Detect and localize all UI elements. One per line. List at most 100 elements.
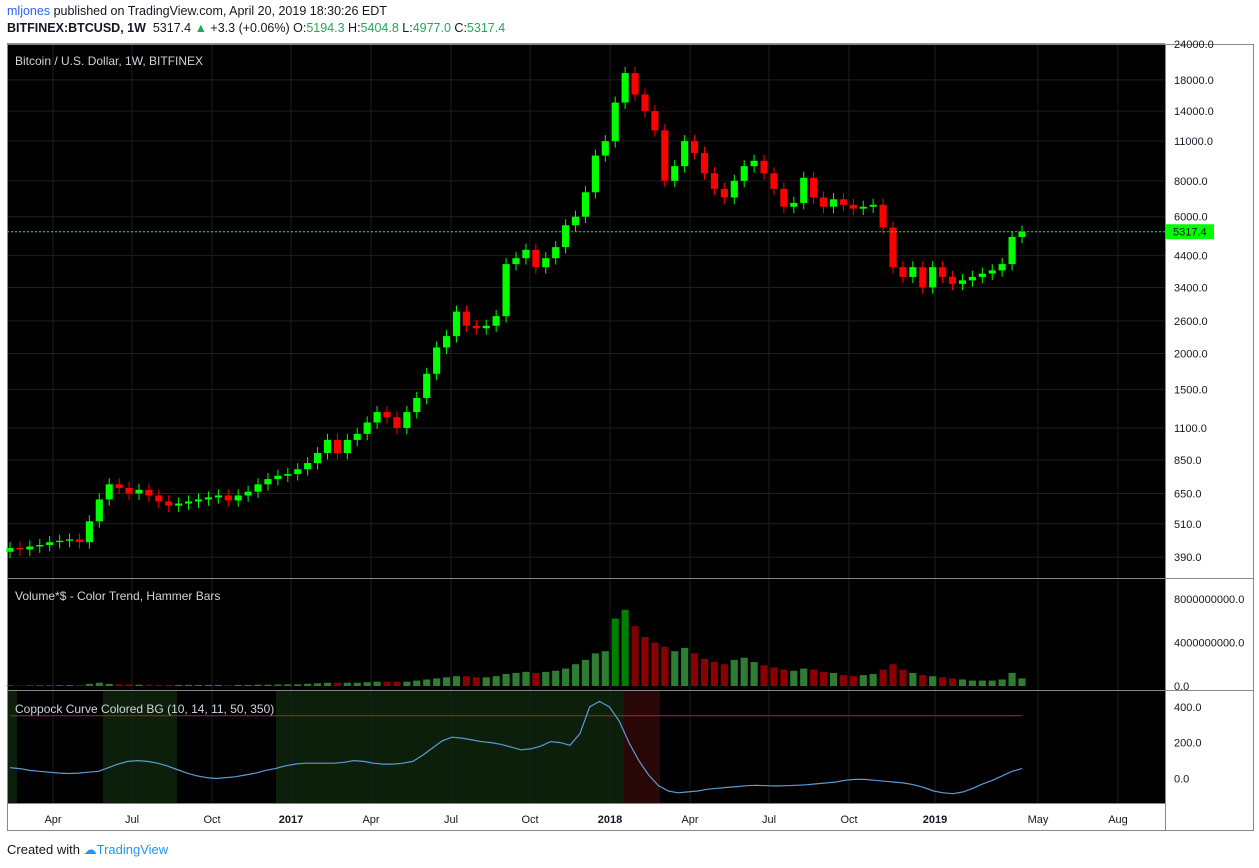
price-pane[interactable] bbox=[7, 44, 1165, 578]
candle bbox=[413, 397, 421, 413]
candle bbox=[423, 373, 431, 398]
volume-bar bbox=[254, 684, 262, 686]
candle bbox=[234, 495, 242, 501]
volume-bar bbox=[284, 684, 292, 686]
price-axis-ticks[interactable]: 24000.0 18000.0 14000.0 11000.0 8000.0 6000.0… bbox=[1174, 39, 1214, 564]
volume-bar bbox=[542, 671, 550, 686]
time-tick-label: Oct bbox=[840, 814, 857, 826]
volume-bar bbox=[889, 664, 897, 686]
volume-bar bbox=[442, 677, 451, 686]
candle bbox=[16, 547, 24, 550]
author-link[interactable]: mljones bbox=[7, 4, 51, 18]
volume-bar bbox=[383, 681, 391, 686]
candle bbox=[879, 204, 887, 228]
volume-bar bbox=[800, 668, 808, 686]
volume-bar bbox=[562, 668, 570, 686]
time-axis-ticks[interactable]: Apr Jul Oct 2017 Apr Jul Oct 2018 Apr Jul Oct 2019 M… bbox=[44, 814, 1127, 826]
volume-bar bbox=[720, 664, 728, 686]
volume-bar bbox=[532, 672, 540, 686]
coppock-background-shading bbox=[7, 691, 660, 803]
coppock-tick-label: 0.0 bbox=[1174, 773, 1189, 785]
volume-bar bbox=[433, 678, 441, 686]
volume-bar bbox=[343, 682, 351, 686]
candle bbox=[393, 417, 401, 429]
candle bbox=[1008, 236, 1016, 265]
candle bbox=[56, 540, 64, 543]
price-tick-label: 2600.0 bbox=[1174, 316, 1208, 328]
candle bbox=[939, 267, 947, 277]
candle bbox=[294, 469, 302, 475]
candle bbox=[581, 192, 590, 217]
candle bbox=[333, 439, 341, 454]
candle bbox=[571, 216, 580, 226]
coppock-axis-ticks[interactable]: 400.0 200.0 0.0 bbox=[1174, 702, 1202, 786]
candle bbox=[254, 484, 262, 492]
candles bbox=[6, 67, 1026, 559]
coppock-series bbox=[9, 700, 1023, 795]
volume-bar bbox=[730, 659, 738, 686]
tradingview-link[interactable]: TradingView bbox=[96, 842, 169, 857]
candle bbox=[552, 247, 560, 259]
candle bbox=[165, 501, 173, 506]
candle bbox=[671, 166, 679, 181]
volume-bar bbox=[75, 685, 84, 686]
close-value: 5317.4 bbox=[466, 21, 506, 35]
footer: Created with ☁TradingView bbox=[7, 842, 168, 858]
volume-bar bbox=[869, 674, 877, 686]
candle bbox=[849, 204, 857, 209]
candle bbox=[998, 264, 1006, 271]
candle bbox=[304, 463, 312, 470]
price-tick-label: 6000.0 bbox=[1174, 212, 1208, 224]
volume-bar bbox=[393, 681, 401, 686]
open-label: O: bbox=[293, 21, 307, 35]
time-tick-label: Aug bbox=[1108, 814, 1128, 826]
volume-bar bbox=[403, 681, 411, 686]
price-tick-label: 1100.0 bbox=[1174, 423, 1207, 435]
volume-axis-ticks[interactable]: 8000000000.0 4000000000.0 0.0 bbox=[1174, 594, 1244, 693]
volume-bar bbox=[224, 684, 232, 686]
candle bbox=[968, 276, 976, 281]
volume-bar bbox=[1008, 672, 1016, 686]
candle bbox=[175, 503, 183, 506]
volume-bar bbox=[968, 680, 976, 686]
last-price-tag-bg bbox=[1166, 224, 1214, 240]
time-tick-label: Jul bbox=[762, 814, 776, 826]
candle bbox=[75, 539, 84, 543]
time-tick-label: Apr bbox=[44, 814, 61, 826]
candle bbox=[145, 489, 153, 496]
volume-bar bbox=[155, 684, 163, 686]
price-tick-label: 14000.0 bbox=[1174, 106, 1214, 118]
volume-bar bbox=[631, 626, 639, 686]
volume-bar bbox=[760, 665, 768, 686]
volume-bar bbox=[274, 684, 282, 686]
candle bbox=[373, 412, 381, 423]
last-price-tag-label: 5317.4 bbox=[1173, 227, 1207, 239]
last-price: 5317.4 bbox=[152, 21, 192, 35]
candle bbox=[323, 439, 332, 454]
candle bbox=[790, 202, 798, 207]
candle bbox=[65, 539, 74, 541]
created-with: Created with bbox=[7, 842, 80, 857]
volume-bar bbox=[353, 682, 361, 686]
volume-bar bbox=[839, 675, 847, 686]
time-tick-label: 2018 bbox=[598, 814, 622, 826]
coppock-tick-label: 400.0 bbox=[1174, 702, 1202, 714]
change-arrow-icon: ▲ bbox=[194, 21, 207, 35]
candle bbox=[681, 141, 689, 167]
candle bbox=[383, 412, 391, 418]
coppock-bg-red bbox=[624, 691, 660, 803]
chart-header: mljones published on TradingView.com, Ap… bbox=[7, 3, 505, 37]
volume-bar bbox=[819, 671, 828, 686]
volume-bar bbox=[1018, 678, 1026, 686]
volume-bar bbox=[770, 667, 778, 686]
volume-bar bbox=[611, 618, 619, 686]
candle bbox=[611, 102, 619, 142]
price-tick-label: 1500.0 bbox=[1174, 384, 1208, 396]
volume-bar bbox=[313, 683, 322, 686]
volume-tick-label: 8000000000.0 bbox=[1174, 594, 1244, 606]
publish-info: published on TradingView.com, April 20, … bbox=[53, 4, 387, 18]
coppock-pane-title: Coppock Curve Colored BG (10, 14, 11, 50… bbox=[15, 702, 274, 716]
volume-bar bbox=[810, 669, 818, 686]
volume-bar bbox=[323, 682, 332, 686]
